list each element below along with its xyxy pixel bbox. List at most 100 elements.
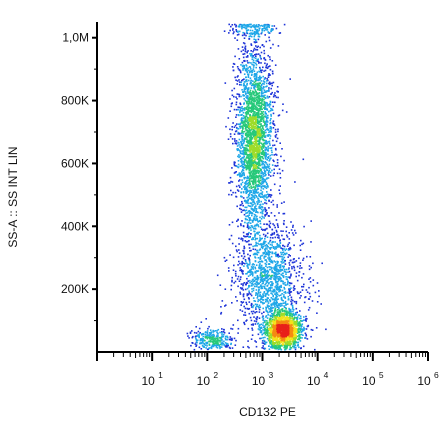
- data-point: [218, 346, 221, 348]
- data-point: [245, 281, 248, 284]
- data-point: [269, 110, 272, 112]
- data-point: [271, 233, 274, 236]
- data-point: [265, 113, 267, 115]
- data-point: [268, 39, 271, 42]
- data-point: [294, 229, 296, 232]
- data-point: [272, 307, 274, 309]
- data-point: [248, 292, 251, 294]
- data-point: [259, 324, 261, 326]
- data-point: [275, 133, 278, 136]
- data-point: [241, 164, 243, 167]
- data-point: [256, 151, 258, 154]
- data-point: [269, 167, 271, 170]
- data-point: [286, 303, 289, 305]
- data-point: [246, 24, 248, 26]
- data-point: [287, 281, 289, 283]
- data-point: [250, 43, 252, 45]
- data-point: [283, 286, 285, 289]
- data-point: [255, 144, 257, 147]
- data-point: [263, 257, 265, 259]
- data-point: [194, 335, 197, 338]
- data-point: [278, 189, 280, 191]
- data-point: [268, 96, 271, 98]
- data-point: [243, 314, 245, 316]
- data-point: [253, 280, 256, 282]
- data-point: [264, 248, 266, 251]
- data-point: [308, 268, 311, 271]
- data-point: [275, 265, 277, 268]
- data-point: [200, 341, 202, 344]
- data-point: [295, 322, 298, 324]
- data-point: [254, 136, 256, 139]
- data-point: [275, 287, 278, 290]
- data-point: [290, 273, 292, 276]
- data-point: [262, 86, 265, 89]
- data-point: [299, 320, 302, 322]
- data-point: [271, 269, 273, 272]
- data-point: [260, 69, 262, 72]
- data-point: [289, 344, 291, 347]
- data-point: [299, 244, 301, 247]
- data-point: [285, 342, 287, 344]
- data-point: [254, 185, 257, 187]
- data-point: [236, 148, 238, 150]
- data-point: [290, 282, 293, 285]
- data-point: [236, 145, 239, 147]
- data-point: [224, 288, 227, 290]
- data-point: [265, 108, 267, 110]
- data-point: [285, 111, 288, 113]
- data-point: [276, 316, 279, 319]
- data-point: [257, 185, 259, 188]
- data-point: [249, 205, 252, 208]
- data-point: [287, 271, 289, 273]
- data-point: [277, 236, 279, 239]
- data-point: [241, 144, 244, 147]
- data-point: [249, 89, 252, 92]
- data-point: [267, 297, 269, 299]
- data-point: [253, 138, 256, 140]
- data-point: [238, 106, 241, 109]
- data-point: [264, 331, 267, 333]
- data-point: [261, 118, 263, 121]
- data-point: [254, 85, 256, 87]
- data-point: [281, 260, 284, 262]
- data-point: [264, 115, 266, 118]
- data-point: [247, 130, 250, 132]
- data-point: [268, 169, 270, 172]
- data-point: [244, 288, 247, 291]
- data-point: [258, 107, 261, 110]
- data-point: [248, 263, 251, 266]
- data-point: [244, 117, 247, 119]
- data-point: [243, 94, 246, 97]
- data-point: [252, 237, 254, 239]
- data-point: [272, 112, 275, 115]
- data-point: [254, 219, 257, 222]
- data-point: [280, 269, 282, 272]
- data-point: [256, 71, 259, 73]
- data-point: [236, 127, 238, 129]
- data-point: [270, 117, 272, 120]
- data-point: [241, 272, 244, 274]
- data-point: [270, 345, 273, 348]
- data-point: [259, 68, 261, 70]
- data-point: [250, 50, 252, 52]
- data-point: [245, 192, 247, 195]
- data-point: [265, 300, 267, 303]
- data-point: [267, 150, 269, 152]
- data-point: [270, 194, 273, 196]
- data-point: [300, 317, 302, 320]
- data-point: [250, 87, 253, 89]
- data-point: [269, 58, 271, 61]
- data-point: [259, 267, 261, 270]
- data-point: [250, 107, 252, 109]
- data-point: [254, 285, 256, 288]
- data-point: [280, 247, 282, 249]
- data-point: [266, 284, 269, 287]
- data-point: [231, 347, 234, 349]
- data-point: [244, 50, 247, 53]
- data-point: [264, 215, 266, 217]
- data-point: [258, 128, 261, 130]
- data-point: [258, 185, 261, 187]
- data-point: [273, 339, 275, 341]
- data-point: [262, 150, 265, 153]
